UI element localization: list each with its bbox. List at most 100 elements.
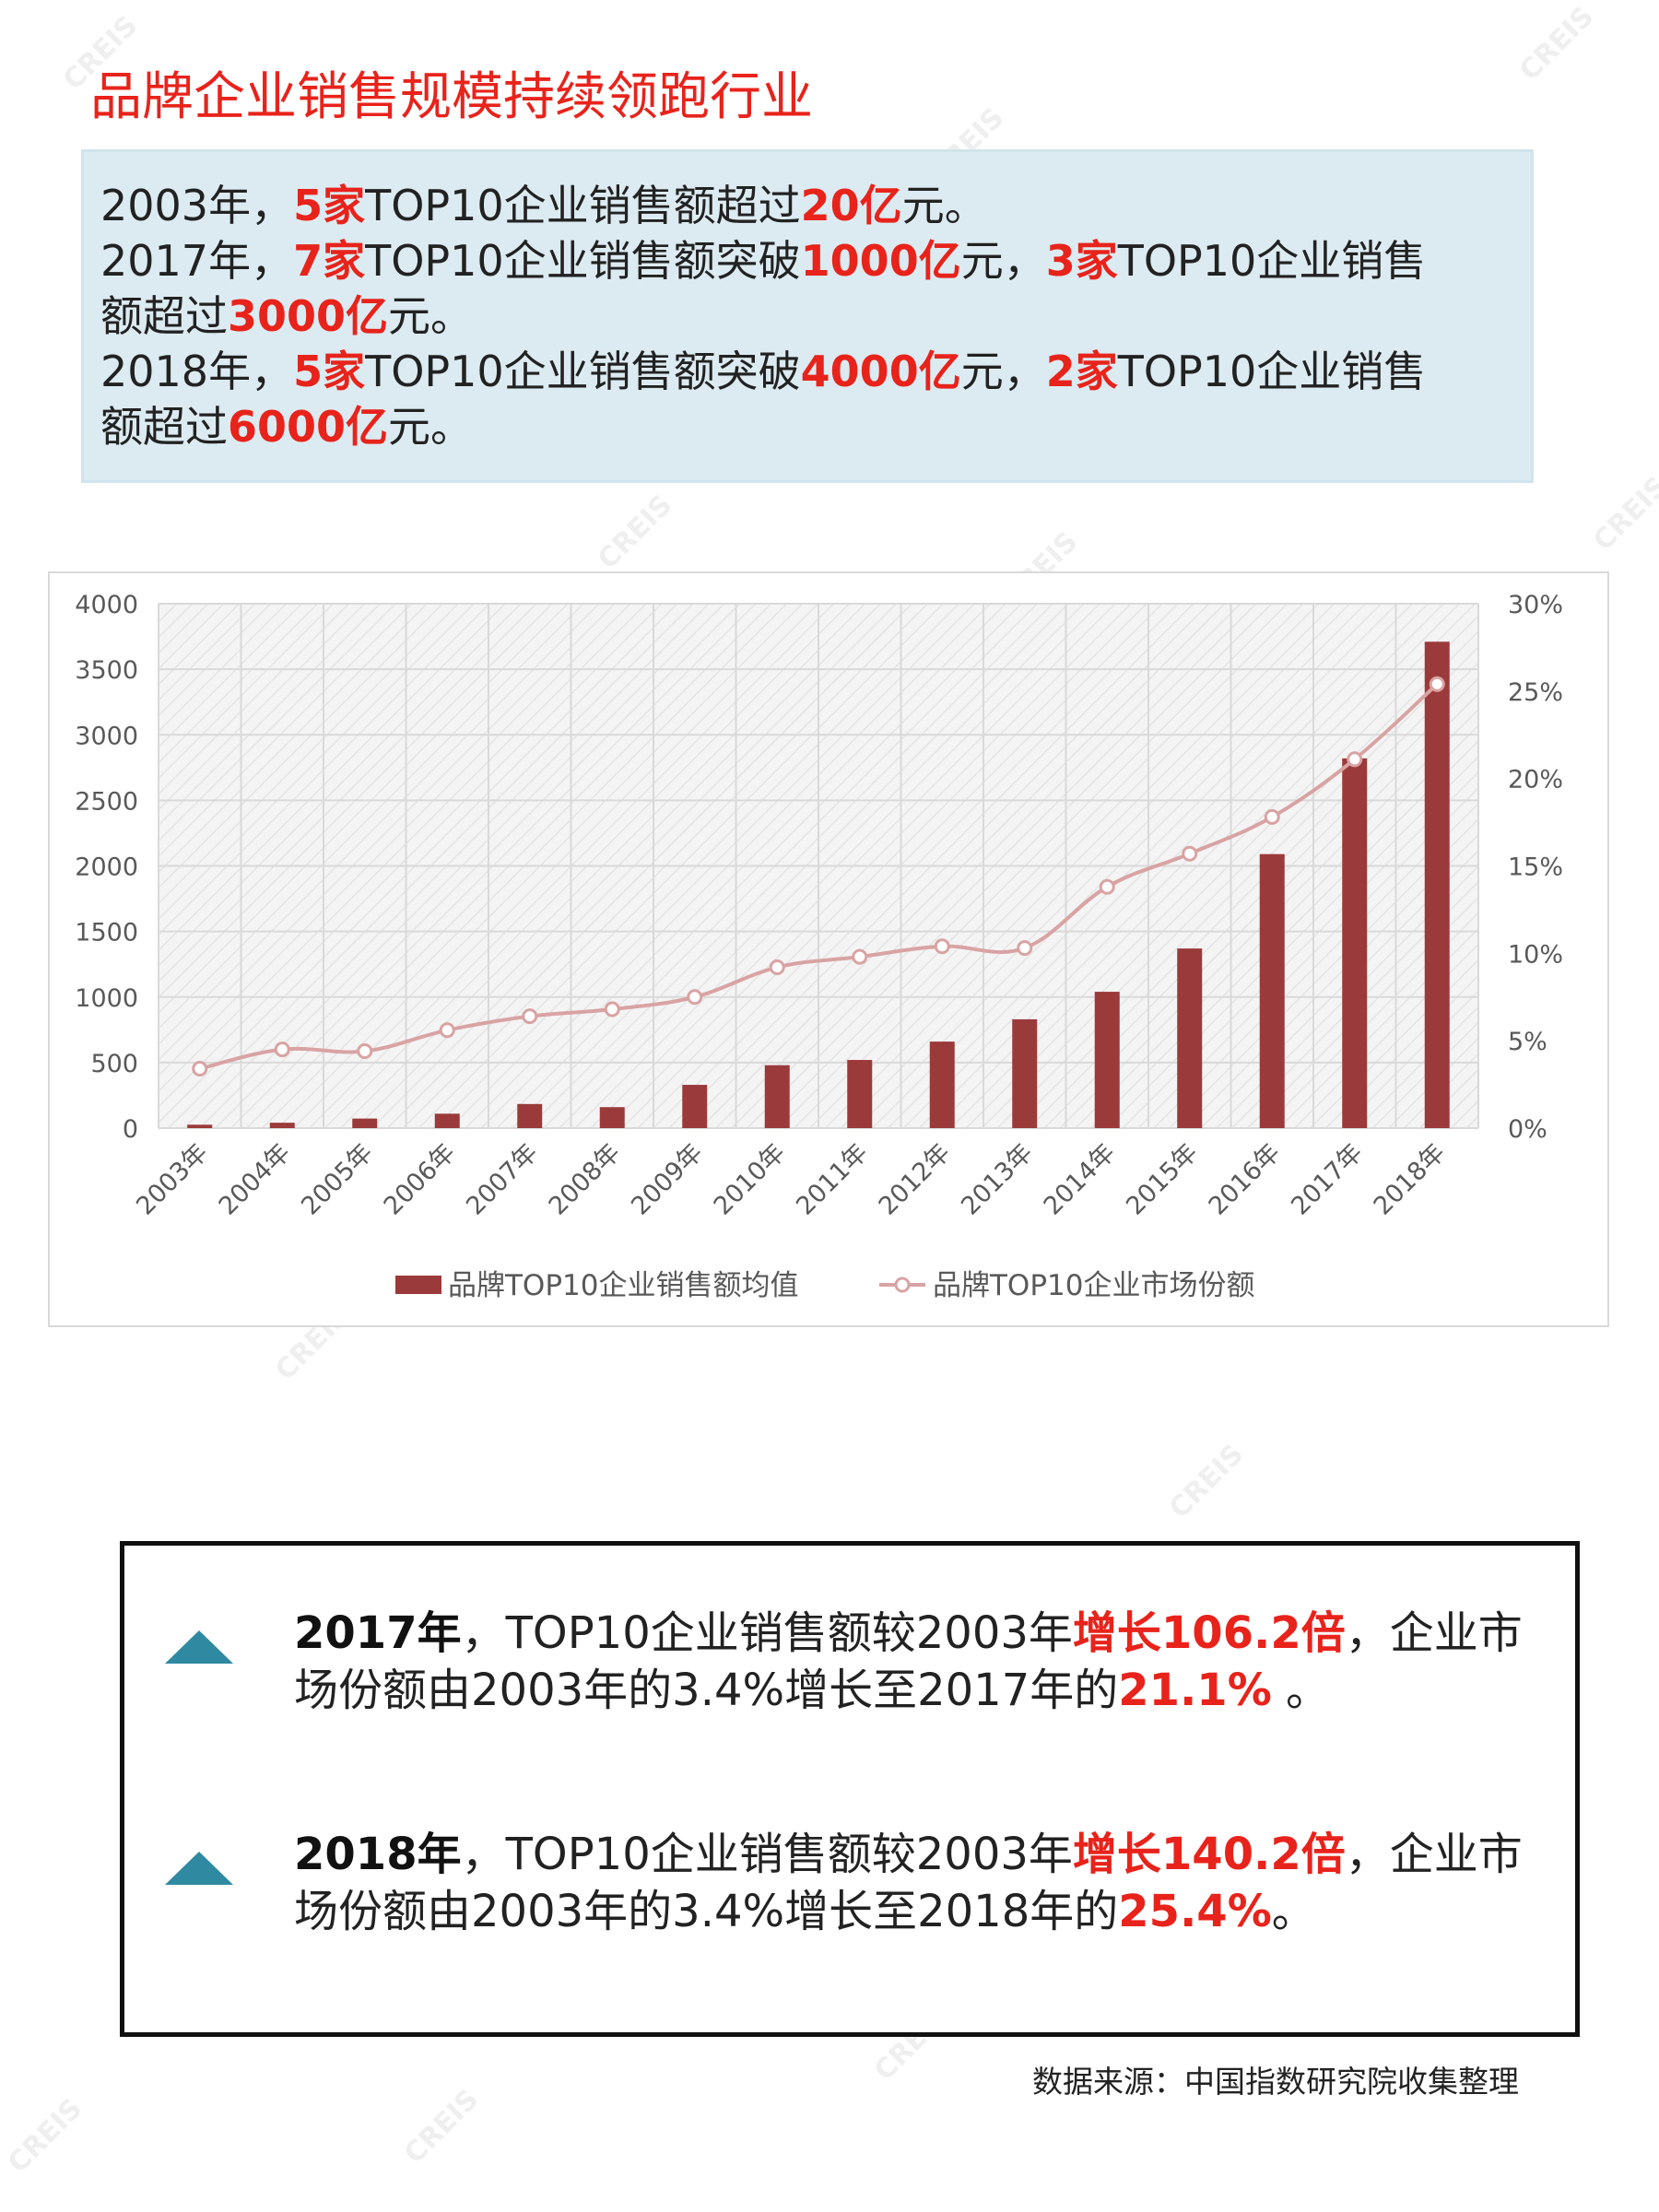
highlight-text: 2018年，TOP10企业销售额较2003年增长140.2倍，企业市 — [294, 1826, 1523, 1883]
summary-line: 2017年，7家TOP10企业销售额突破1000亿元，3家TOP10企业销售 — [100, 233, 1514, 288]
legend-swatch-marker — [894, 1277, 911, 1293]
line-point — [604, 1001, 620, 1018]
summary-text: 额超过 — [100, 291, 228, 341]
line-point — [1429, 676, 1445, 692]
line-point — [1099, 878, 1115, 895]
bar — [1259, 853, 1285, 1128]
bar — [187, 1124, 213, 1128]
x-tick-label: 2009年 — [626, 1138, 709, 1221]
highlight-value: 25.4% — [1118, 1886, 1272, 1937]
highlight-body: ，TOP10企业销售额较2003年 — [461, 1829, 1073, 1880]
summary-highlight: 2家 — [1045, 347, 1118, 396]
highlight-body: ，TOP10企业销售额较2003年 — [461, 1607, 1073, 1659]
summary-text: 元。 — [388, 291, 474, 341]
summary-text: 额超过 — [100, 402, 228, 452]
summary-text: 元， — [960, 236, 1046, 286]
bar — [1342, 758, 1368, 1128]
line-point — [192, 1061, 208, 1077]
data-source: 数据来源：中国指数研究院收集整理 — [1032, 2064, 1519, 2100]
bar — [517, 1103, 543, 1128]
bar — [1424, 641, 1450, 1128]
highlight-body: 。 — [1271, 1665, 1331, 1716]
bar — [599, 1107, 625, 1128]
highlight-box: 2017年，TOP10企业销售额较2003年增长106.2倍，企业市 场份额由2… — [120, 1541, 1580, 2037]
x-tick-label: 2005年 — [296, 1138, 379, 1221]
x-tick-label: 2011年 — [791, 1138, 874, 1221]
highlight-item: 2017年，TOP10企业销售额较2003年增长106.2倍，企业市 场份额由2… — [165, 1605, 1523, 1719]
y-right-tick-label: 10% — [1508, 940, 1563, 969]
series-line — [199, 682, 1439, 1071]
summary-highlight: 5家 — [293, 181, 366, 230]
line-point — [687, 989, 703, 1006]
summary-highlight: 7家 — [293, 236, 366, 286]
line-point — [934, 938, 950, 955]
x-tick-label: 2013年 — [956, 1138, 1039, 1221]
watermark: CREIS — [1513, 0, 1601, 88]
summary-text: 2017年， — [100, 236, 294, 286]
highlight-value: 21.1% — [1118, 1665, 1272, 1716]
line-point — [274, 1041, 290, 1058]
x-tick-label: 2004年 — [214, 1138, 297, 1221]
bar — [1177, 948, 1203, 1128]
summary-text: 2018年， — [100, 347, 294, 396]
bar — [269, 1123, 295, 1128]
y-left-tick-label: 2000 — [75, 853, 138, 882]
summary-highlight: 3家 — [1045, 236, 1118, 286]
x-tick-label: 2012年 — [874, 1138, 957, 1221]
bar — [1094, 992, 1120, 1128]
triangle-up-icon — [165, 1630, 233, 1664]
line-point — [852, 948, 868, 965]
x-tick-label: 2010年 — [709, 1138, 792, 1221]
legend-label: 品牌TOP10企业市场份额 — [933, 1269, 1254, 1302]
highlight-item: 2018年，TOP10企业销售额较2003年增长140.2倍，企业市 场份额由2… — [165, 1826, 1523, 1940]
bar — [929, 1041, 955, 1128]
bar — [847, 1060, 873, 1128]
summary-text: 元。 — [901, 181, 987, 230]
summary-line: 额超过3000亿元。 — [100, 288, 1514, 344]
summary-text: 元， — [960, 347, 1046, 396]
combo-chart: 0 500 1000 1500 2000 2500 3000 3500 4000 0% 5% 10% 1… — [75, 591, 1563, 1302]
watermark: CREIS — [2, 2092, 89, 2180]
y-left-tick-label: 3500 — [75, 656, 138, 685]
bar — [682, 1085, 708, 1128]
summary-highlight: 3000亿 — [228, 291, 389, 341]
y-right-tick-label: 25% — [1508, 678, 1563, 707]
x-tick-label: 2008年 — [544, 1138, 627, 1221]
y-right-tick-label: 30% — [1508, 591, 1563, 619]
highlight-body: 场份额由2003年的3.4%增长至2018年的 — [294, 1886, 1119, 1937]
watermark: CREIS — [592, 488, 679, 576]
y-left-tick-label: 0 — [123, 1115, 138, 1144]
x-tick-label: 2015年 — [1121, 1138, 1204, 1221]
summary-text: TOP10企业销售 — [1117, 236, 1427, 286]
x-tick-label: 2017年 — [1286, 1138, 1369, 1221]
summary-highlight: 4000亿 — [800, 347, 961, 396]
y-left-tick-label: 3000 — [75, 722, 138, 750]
summary-highlight: 20亿 — [800, 181, 902, 230]
y-right-tick-label: 0% — [1508, 1115, 1547, 1144]
bar — [1012, 1018, 1038, 1128]
summary-line: 2018年，5家TOP10企业销售额突破4000亿元，2家TOP10企业销售 — [100, 344, 1514, 399]
highlight-value: 增长140.2倍 — [1072, 1829, 1346, 1880]
line-point — [1347, 751, 1363, 768]
y-left-tick-label: 4000 — [75, 591, 138, 619]
y-right-tick-label: 5% — [1508, 1028, 1547, 1056]
summary-highlight: 1000亿 — [800, 236, 961, 286]
highlight-text: 2017年，TOP10企业销售额较2003年增长106.2倍，企业市 — [294, 1605, 1523, 1662]
x-tick-label: 2003年 — [131, 1138, 214, 1221]
line-point — [769, 959, 785, 976]
watermark: CREIS — [1163, 1438, 1251, 1525]
highlight-text: 场份额由2003年的3.4%增长至2018年的25.4%。 — [294, 1883, 1492, 1940]
highlight-value: 增长106.2倍 — [1072, 1607, 1346, 1659]
triangle-up-icon — [165, 1852, 233, 1885]
highlight-body: ，企业市 — [1345, 1607, 1523, 1659]
summary-text: 2003年， — [100, 181, 294, 230]
summary-line: 2003年，5家TOP10企业销售额超过20亿元。 — [100, 178, 1514, 233]
y-left-tick-label: 1500 — [75, 919, 138, 947]
bar — [434, 1113, 460, 1128]
x-tick-label: 2014年 — [1039, 1138, 1122, 1221]
summary-highlight: 5家 — [293, 347, 366, 396]
x-tick-label: 2018年 — [1369, 1138, 1452, 1221]
line-point — [1182, 845, 1198, 862]
y-left-tick-label: 500 — [90, 1050, 138, 1078]
watermark: CREIS — [398, 2083, 486, 2171]
